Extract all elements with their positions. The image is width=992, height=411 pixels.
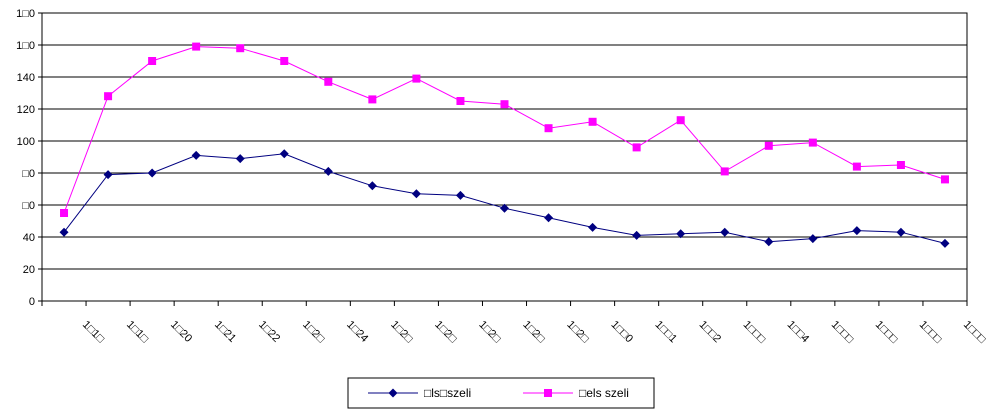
x-tick-label: 1□□□ <box>961 319 988 346</box>
y-tick-label: 120 <box>17 104 35 116</box>
data-point-series-2 <box>544 124 553 133</box>
x-tick-label: 1□□□ <box>873 319 900 346</box>
data-point-series-2 <box>280 57 289 65</box>
data-point-series-2 <box>456 97 465 105</box>
x-tick-label: 1□□□ <box>741 319 768 346</box>
x-tick-label: 1□2□ <box>564 319 591 346</box>
data-point-series-2 <box>808 138 817 147</box>
y-tick-label: 1□0 <box>16 8 35 20</box>
data-point-series-1 <box>191 150 201 160</box>
x-tick-label: 1□21 <box>212 319 238 345</box>
y-tick-label: 140 <box>17 72 35 84</box>
y-axis: 0 20 40 □0 □0 100 120 140 1□0 1□0 <box>16 8 42 308</box>
x-tick-label: 1□2□ <box>388 319 415 346</box>
y-tick-label: 1□0 <box>16 40 35 52</box>
data-point-series-1 <box>764 237 774 247</box>
data-point-series-1 <box>59 227 69 237</box>
data-point-series-1 <box>411 189 421 199</box>
x-tick-label: 1□2□ <box>520 319 547 346</box>
data-point-series-2 <box>60 209 69 217</box>
data-point-series-1 <box>500 203 509 213</box>
data-point-series-2 <box>412 74 421 83</box>
data-point-series-2 <box>368 95 377 104</box>
data-point-series-1 <box>323 166 333 176</box>
data-point-series-2 <box>852 162 861 171</box>
data-point-series-1 <box>367 181 377 191</box>
data-point-series-2 <box>236 44 245 53</box>
x-tick-label: 1□1□ <box>80 319 107 346</box>
data-point-series-2 <box>940 175 949 184</box>
data-point-series-1 <box>720 227 730 237</box>
x-tick-label: 1□2□ <box>476 319 503 346</box>
data-point-series-1 <box>279 149 289 159</box>
x-tick-label: 1□22 <box>256 319 282 345</box>
x-tick-label: 1□□4 <box>785 319 812 346</box>
y-tick-label: 0 <box>29 296 35 308</box>
data-point-series-1 <box>235 154 245 164</box>
data-point-series-2 <box>676 116 685 125</box>
data-point-series-1 <box>632 230 642 240</box>
data-point-series-1 <box>103 170 113 180</box>
x-tick-label: 1□2□ <box>300 319 327 346</box>
legend: □ls□szeli □els szeli <box>347 377 655 409</box>
y-tick-label: □0 <box>22 168 35 180</box>
x-tick-label: 1□□2 <box>697 319 724 346</box>
y-tick-label: 100 <box>17 136 35 148</box>
data-point-series-2 <box>500 100 509 109</box>
x-tick-label: 1□2□ <box>432 319 459 346</box>
data-point-series-2 <box>192 42 201 51</box>
x-tick-label: 1□□□ <box>829 319 856 346</box>
x-tick-label: 1□24 <box>344 319 370 345</box>
legend-label-1: □ls□szeli <box>424 386 471 400</box>
x-axis: 1□1□ 1□1□ 1□20 1□21 1□22 1□2□ 1□24 1□2□ 1□2□ 1□2□… <box>41 301 988 346</box>
x-tick-label: 1□20 <box>168 319 194 345</box>
data-point-series-2 <box>148 57 157 65</box>
data-point-series-2 <box>324 77 333 86</box>
legend-marker-2 <box>544 389 552 397</box>
data-point-series-1 <box>940 238 950 248</box>
data-point-series-1 <box>808 234 818 244</box>
x-tick-label: 1□□□ <box>917 319 944 346</box>
data-point-series-2 <box>104 92 113 101</box>
data-point-series-1 <box>455 190 465 200</box>
legend-marker-1 <box>388 388 398 398</box>
data-point-series-2 <box>896 161 905 169</box>
legend-label-2: □els szeli <box>579 386 629 400</box>
data-point-series-1 <box>896 227 906 237</box>
data-point-series-1 <box>676 229 686 239</box>
data-point-series-1 <box>588 222 598 232</box>
data-point-series-1 <box>544 213 554 223</box>
data-point-series-1 <box>852 226 862 236</box>
x-tick-label: 1□□1 <box>653 319 680 346</box>
y-tick-label: 40 <box>23 232 35 244</box>
x-tick-label: 1□1□ <box>124 319 151 346</box>
data-point-series-2 <box>720 167 729 176</box>
plot-area <box>41 12 968 302</box>
y-tick-label: □0 <box>22 200 35 212</box>
data-point-series-2 <box>632 143 641 152</box>
y-tick-label: 20 <box>23 264 35 276</box>
data-point-series-1 <box>147 168 157 178</box>
series-layer <box>59 42 950 248</box>
data-point-series-2 <box>588 117 597 126</box>
x-tick-label: 1□□0 <box>608 319 635 346</box>
data-point-series-2 <box>764 141 773 150</box>
